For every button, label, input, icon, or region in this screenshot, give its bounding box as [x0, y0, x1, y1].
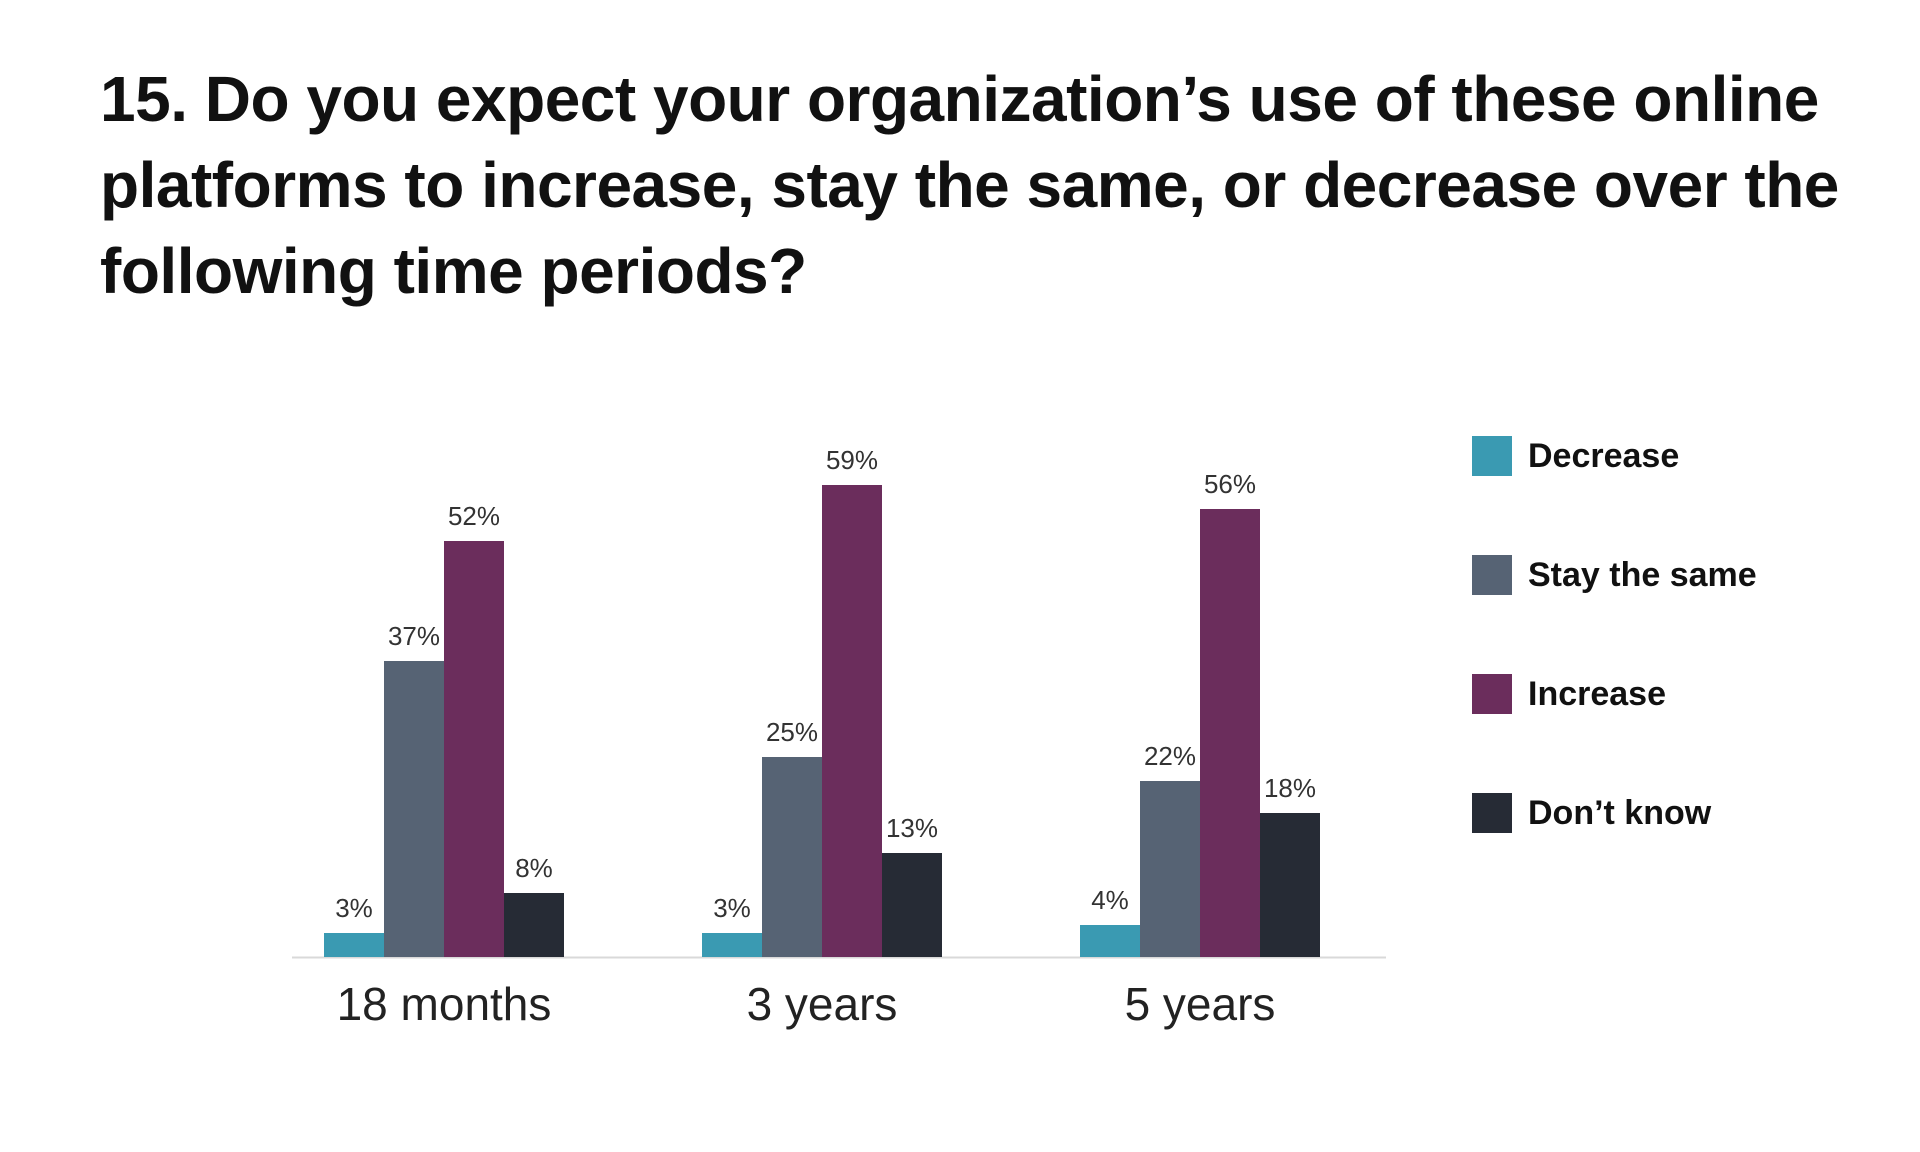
legend-swatch-stay-the-same	[1472, 555, 1512, 595]
legend-swatch-dont-know	[1472, 793, 1512, 833]
data-label-dont-know-3-years: 13%	[886, 813, 938, 843]
bar-stay-the-same-5-years	[1140, 781, 1200, 957]
legend-swatch-decrease	[1472, 436, 1512, 476]
bar-dont-know-3-years	[882, 853, 942, 957]
data-label-dont-know-5-years: 18%	[1264, 773, 1316, 803]
data-label-increase-3-years: 59%	[826, 445, 878, 475]
category-label-18-months: 18 months	[337, 978, 552, 1030]
data-label-stay-the-same-5-years: 22%	[1144, 741, 1196, 771]
data-label-increase-5-years: 56%	[1204, 469, 1256, 499]
bar-increase-18-months	[444, 541, 504, 957]
bar-increase-5-years	[1200, 509, 1260, 957]
data-label-decrease-18-months: 3%	[335, 893, 373, 923]
legend-label-decrease: Decrease	[1528, 437, 1680, 475]
bar-stay-the-same-18-months	[384, 661, 444, 957]
chart-title: 15. Do you expect your organization’s us…	[100, 63, 1839, 307]
data-label-decrease-5-years: 4%	[1091, 885, 1129, 915]
bar-dont-know-18-months	[504, 893, 564, 957]
category-label-3-years: 3 years	[747, 978, 898, 1030]
legend-swatch-increase	[1472, 674, 1512, 714]
data-label-increase-18-months: 52%	[448, 501, 500, 531]
data-label-stay-the-same-18-months: 37%	[388, 621, 440, 651]
data-label-stay-the-same-3-years: 25%	[766, 717, 818, 747]
bar-decrease-3-years	[702, 933, 762, 957]
bar-dont-know-5-years	[1260, 813, 1320, 957]
legend-label-dont-know: Don’t know	[1528, 794, 1712, 832]
bar-increase-3-years	[822, 485, 882, 957]
bar-decrease-18-months	[324, 933, 384, 957]
bar-stay-the-same-3-years	[762, 757, 822, 957]
category-label-5-years: 5 years	[1125, 978, 1276, 1030]
legend-label-stay-the-same: Stay the same	[1528, 556, 1757, 594]
data-label-dont-know-18-months: 8%	[515, 853, 553, 883]
bar-decrease-5-years	[1080, 925, 1140, 957]
data-label-decrease-3-years: 3%	[713, 893, 751, 923]
legend-label-increase: Increase	[1528, 675, 1666, 713]
